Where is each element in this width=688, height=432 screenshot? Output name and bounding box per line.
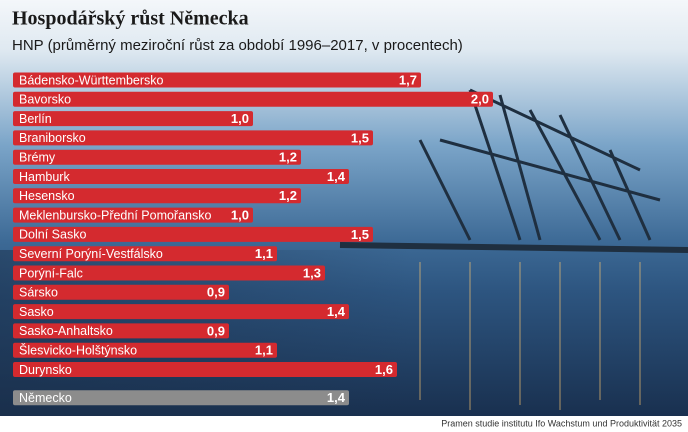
- bar: [13, 246, 277, 262]
- bar: [13, 362, 397, 377]
- category-label: Bavorsko: [19, 93, 71, 107]
- category-label: Sasko-Anhaltsko: [19, 324, 113, 338]
- cranes: [339, 88, 688, 253]
- value-label: 2,0: [471, 92, 489, 107]
- category-label: Sársko: [19, 286, 58, 300]
- bar: [13, 304, 349, 320]
- value-label: 1,4: [327, 390, 346, 405]
- value-label: 0,9: [207, 323, 225, 338]
- chart-subtitle: HNP (průměrný meziroční růst za období 1…: [12, 37, 463, 54]
- bar: [13, 130, 373, 146]
- category-label: Berlín: [19, 112, 52, 126]
- value-label: 1,1: [255, 246, 273, 261]
- value-label: 1,7: [399, 72, 417, 87]
- category-label: Sasko: [19, 305, 54, 319]
- chart-title: Hospodářský růst Německa: [12, 8, 249, 30]
- bar: [13, 390, 349, 406]
- value-label: 1,3: [303, 265, 321, 280]
- category-label: Brémy: [19, 150, 56, 164]
- reflections: [419, 262, 641, 410]
- value-label: 1,0: [231, 111, 249, 126]
- bar: [13, 284, 229, 300]
- category-label: Dolní Sasko: [19, 228, 86, 242]
- bar: [13, 342, 277, 358]
- category-label: Šlesvicko-Holštýnsko: [19, 342, 137, 357]
- category-label: Meklenbursko-Přední Pomořansko: [19, 208, 211, 222]
- bar: [13, 111, 253, 127]
- category-label: Porýní-Falc: [19, 266, 83, 280]
- value-label: 1,2: [279, 188, 297, 203]
- bar: [13, 169, 349, 184]
- bar: [13, 91, 493, 107]
- category-label: Německo: [19, 391, 72, 405]
- value-label: 1,1: [255, 343, 273, 358]
- bar: [13, 323, 229, 339]
- value-label: 1,6: [375, 362, 393, 377]
- value-label: 1,5: [351, 227, 369, 242]
- category-label: Braniborsko: [19, 131, 86, 145]
- category-label: Hesensko: [19, 189, 75, 203]
- value-label: 0,9: [207, 285, 225, 300]
- value-label: 1,0: [231, 208, 249, 223]
- source: Pramen studie institutu Ifo Wachstum und…: [441, 418, 682, 428]
- value-label: 1,4: [327, 169, 346, 184]
- value-label: 1,5: [351, 130, 369, 145]
- bar: [13, 72, 421, 88]
- value-label: 1,2: [279, 150, 297, 165]
- category-label: Bádensko-Württembersko: [19, 73, 164, 87]
- bar: [13, 149, 301, 165]
- bar: [13, 207, 253, 223]
- category-label: Severní Porýní-Vestfálsko: [19, 247, 163, 261]
- bar: [13, 188, 301, 204]
- bar: [13, 265, 325, 281]
- bar: [13, 226, 373, 242]
- category-label: Hamburk: [19, 170, 70, 184]
- value-label: 1,4: [327, 304, 346, 319]
- category-label: Durynsko: [19, 363, 72, 377]
